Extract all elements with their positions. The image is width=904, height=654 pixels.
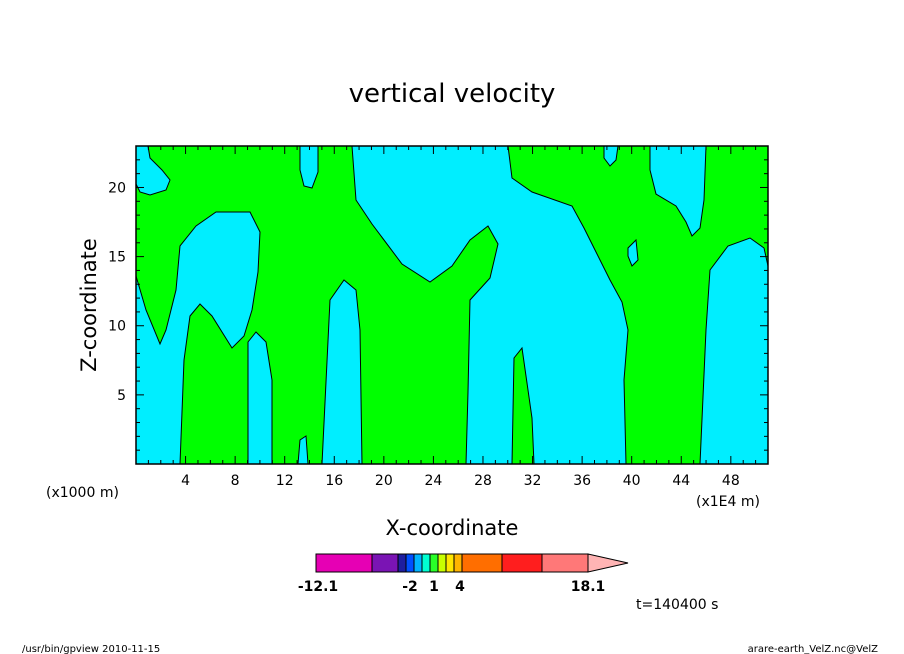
y-tick-label: 20 <box>108 180 126 196</box>
negative-region <box>135 211 261 465</box>
negative-region <box>649 145 707 237</box>
negative-region <box>297 435 309 465</box>
colorbar-segment <box>461 553 503 573</box>
x-tick-label: 20 <box>375 473 393 489</box>
footer-left: /usr/bin/gpview 2010-11-15 <box>22 644 160 654</box>
colorbar-segment <box>397 553 407 573</box>
colorbar-label: 18.1 <box>571 579 606 595</box>
x-tick-label: 16 <box>325 473 343 489</box>
negative-region <box>135 145 171 196</box>
plot-frame <box>135 145 769 465</box>
colorbar-segment <box>453 553 463 573</box>
x-tick-label: 48 <box>722 473 740 489</box>
x-tick-label: 44 <box>672 473 690 489</box>
y-axis: 5 10 15 20 <box>108 159 768 451</box>
time-label: t=140400 s <box>636 597 718 613</box>
x-tick-label: 32 <box>524 473 542 489</box>
x-scale-note: (x1000 m) <box>46 485 119 501</box>
x-tick-label: 8 <box>231 473 240 489</box>
x-tick-label: 28 <box>474 473 492 489</box>
y-tick-label: 10 <box>108 319 126 335</box>
negative-region <box>351 145 629 465</box>
x-tick-label: 40 <box>623 473 641 489</box>
y-tick-label: 5 <box>117 388 126 404</box>
colorbar-label: 4 <box>455 579 465 595</box>
colorbar-segment <box>421 553 431 573</box>
plot-area <box>135 145 769 465</box>
x-tick-label: 36 <box>573 473 591 489</box>
x-tick-label: 24 <box>424 473 442 489</box>
x-tick-label: 4 <box>181 473 190 489</box>
colorbar-segment <box>413 553 423 573</box>
colorbar-segment <box>541 553 589 573</box>
negative-region <box>627 238 639 267</box>
x-unit-note: (x1E4 m) <box>696 494 760 510</box>
negative-region <box>699 237 769 465</box>
colorbar-arrow <box>587 553 629 573</box>
colorbar-labels: -12.1 -2 1 4 18.1 <box>298 579 605 595</box>
footer-right: arare-earth_VelZ.nc@VelZ <box>748 644 879 654</box>
colorbar-segment <box>445 553 455 573</box>
colorbar-segment <box>405 553 415 573</box>
y-tick-label: 15 <box>108 250 126 266</box>
x-axis: 4 8 12 16 20 24 28 32 36 40 44 48 <box>147 146 757 489</box>
colorbar-label: 1 <box>429 579 439 595</box>
colorbar-segment <box>371 553 399 573</box>
colorbar-segment <box>315 553 373 573</box>
x-axis-label: X-coordinate <box>386 516 519 540</box>
colorbar-segment <box>437 553 447 573</box>
y-axis-label: Z-coordinate <box>77 238 101 372</box>
colorbar <box>315 553 629 573</box>
colorbar-segment <box>429 553 439 573</box>
colorbar-segment <box>501 553 543 573</box>
colorbar-label: -12.1 <box>298 579 338 595</box>
x-tick-label: 12 <box>276 473 294 489</box>
colorbar-label: -2 <box>402 579 418 595</box>
chart-title: vertical velocity <box>349 79 556 109</box>
